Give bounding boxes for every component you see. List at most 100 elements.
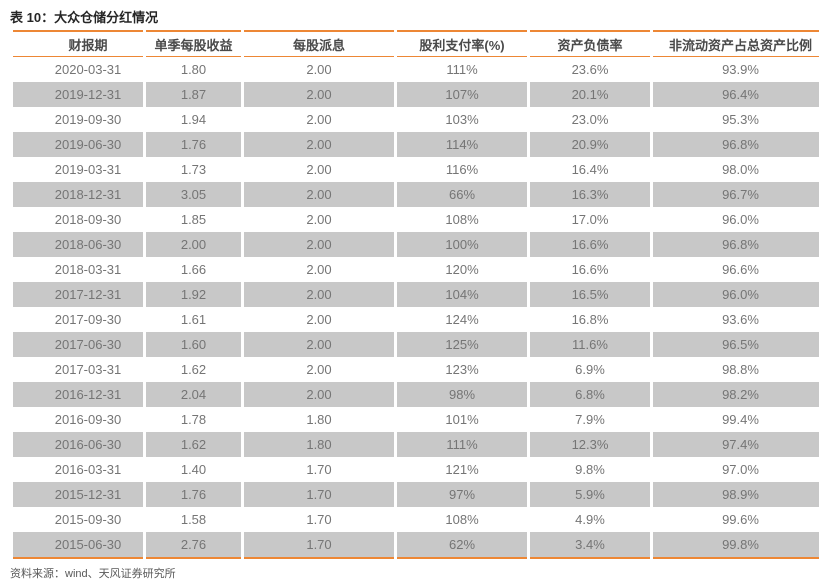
table-cell: 7.9%: [575, 412, 605, 427]
table-cell: 1.60: [146, 332, 241, 357]
table-cell: 2017-06-30: [13, 332, 143, 357]
table-cell: 1.58: [180, 512, 207, 527]
table-body: 2020-03-31 1.80 2.00 111% 23.6% 93.9% 2019-12-…: [13, 57, 819, 559]
table-cell: 123%: [445, 362, 479, 377]
table-row: 2019-12-31 1.87 2.00 107% 20.1% 96.4%: [13, 82, 819, 107]
table-cell: 16.6%: [571, 262, 609, 277]
table-cell: 97%: [397, 482, 527, 507]
table-cell: 20.9%: [530, 132, 650, 157]
table-row: 2017-03-31 1.62 2.00 123% 6.9% 98.8%: [13, 357, 819, 382]
table-cell: 98.0%: [722, 162, 759, 177]
table-cell: 96.8%: [653, 132, 819, 157]
table-cell: 2.00: [306, 162, 332, 177]
table-cell: 1.40: [180, 462, 207, 477]
table-row: 2016-03-31 1.40 1.70 121% 9.8% 97.0%: [13, 457, 819, 482]
table-cell: 97.4%: [653, 432, 819, 457]
table-cell: 93.9%: [722, 62, 759, 77]
table-cell: 114%: [397, 132, 527, 157]
col-header-quarterly-eps: 单季每股收益: [146, 30, 241, 57]
table-cell: 1.85: [180, 212, 207, 227]
header-row: 财报期 单季每股收益 每股派息 股利支付率(%) 资产负债率 非流动资产占总资产…: [13, 30, 819, 57]
table-cell: 2.00: [306, 362, 332, 377]
table-cell: 20.1%: [530, 82, 650, 107]
table-row: 2020-03-31 1.80 2.00 111% 23.6% 93.9%: [13, 57, 819, 82]
table-row: 2015-06-30 2.76 1.70 62% 3.4% 99.8%: [13, 532, 819, 559]
table-cell: 6.8%: [530, 382, 650, 407]
table-cell: 1.92: [146, 282, 241, 307]
table-cell: 2016-12-31: [13, 382, 143, 407]
table-cell: 96.6%: [722, 262, 759, 277]
table-cell: 96.8%: [653, 232, 819, 257]
table-cell: 2.00: [244, 382, 394, 407]
table-cell: 2016-06-30: [13, 432, 143, 457]
table-cell: 2017-12-31: [13, 282, 143, 307]
table-cell: 2.00: [244, 232, 394, 257]
table-row: 2016-06-30 1.62 1.80 111% 12.3% 97.4%: [13, 432, 819, 457]
table-cell: 16.3%: [530, 182, 650, 207]
table-row: 2018-06-30 2.00 2.00 100% 16.6% 96.8%: [13, 232, 819, 257]
table-cell: 99.6%: [722, 512, 759, 527]
table-cell: 108%: [445, 212, 479, 227]
table-row: 2018-03-31 1.66 2.00 120% 16.6% 96.6%: [13, 257, 819, 282]
table-cell: 2.04: [146, 382, 241, 407]
table-cell: 95.3%: [722, 112, 759, 127]
table-cell: 2019-09-30: [54, 112, 122, 127]
col-header-dividend-per-share: 每股派息: [244, 30, 394, 57]
table-cell: 2019-03-31: [54, 162, 122, 177]
table-row: 2017-09-30 1.61 2.00 124% 16.8% 93.6%: [13, 307, 819, 332]
table-cell: 2.76: [146, 532, 241, 559]
table-cell: 23.6%: [571, 62, 609, 77]
table-cell: 2016-03-31: [54, 462, 122, 477]
table-cell: 17.0%: [571, 212, 609, 227]
table-cell: 103%: [445, 112, 479, 127]
table-cell: 93.6%: [722, 312, 759, 327]
table-cell: 104%: [397, 282, 527, 307]
col-header-payout-ratio: 股利支付率(%): [397, 30, 527, 57]
table-cell: 3.05: [146, 182, 241, 207]
table-cell: 3.4%: [530, 532, 650, 559]
table-cell: 1.87: [146, 82, 241, 107]
table-row: 2015-12-31 1.76 1.70 97% 5.9% 98.9%: [13, 482, 819, 507]
table-cell: 98.2%: [653, 382, 819, 407]
table-row: 2016-09-30 1.78 1.80 101% 7.9% 99.4%: [13, 407, 819, 432]
table-cell: 2015-12-31: [13, 482, 143, 507]
table-cell: 16.4%: [571, 162, 609, 177]
table-cell: 108%: [445, 512, 479, 527]
table-cell: 11.6%: [530, 332, 650, 357]
table-cell: 1.94: [180, 112, 207, 127]
table-cell: 1.78: [180, 412, 207, 427]
dividend-table: 财报期 单季每股收益 每股派息 股利支付率(%) 资产负债率 非流动资产占总资产…: [10, 30, 819, 559]
col-header-noncurrent-assets-ratio: 非流动资产占总资产比例: [653, 30, 819, 57]
table-cell: 2018-12-31: [13, 182, 143, 207]
table-cell: 1.73: [180, 162, 207, 177]
table-cell: 120%: [445, 262, 479, 277]
table-cell: 2017-03-31: [54, 362, 122, 377]
table-cell: 2.00: [146, 232, 241, 257]
table-cell: 101%: [445, 412, 479, 427]
table-cell: 1.70: [306, 512, 332, 527]
table-cell: 99.8%: [653, 532, 819, 559]
table-cell: 99.4%: [722, 412, 759, 427]
table-cell: 98.8%: [722, 362, 759, 377]
table-cell: 2.00: [244, 132, 394, 157]
table-cell: 98.9%: [653, 482, 819, 507]
table-cell: 12.3%: [530, 432, 650, 457]
table-cell: 2020-03-31: [54, 62, 122, 77]
table-cell: 1.80: [180, 62, 207, 77]
table-cell: 2.00: [306, 212, 332, 227]
table-cell: 62%: [397, 532, 527, 559]
table-cell: 96.0%: [653, 282, 819, 307]
table-cell: 2019-12-31: [13, 82, 143, 107]
table-row: 2019-03-31 1.73 2.00 116% 16.4% 98.0%: [13, 157, 819, 182]
table-cell: 16.6%: [530, 232, 650, 257]
table-cell: 16.8%: [571, 312, 609, 327]
table-cell: 96.0%: [722, 212, 759, 227]
table-cell: 2017-09-30: [54, 312, 122, 327]
table-title: 表 10：大众仓储分红情况: [10, 10, 159, 25]
table-cell: 100%: [397, 232, 527, 257]
table-cell: 5.9%: [530, 482, 650, 507]
table-cell: 1.70: [244, 532, 394, 559]
table-cell: 2.00: [306, 312, 332, 327]
table-cell: 2.00: [244, 182, 394, 207]
